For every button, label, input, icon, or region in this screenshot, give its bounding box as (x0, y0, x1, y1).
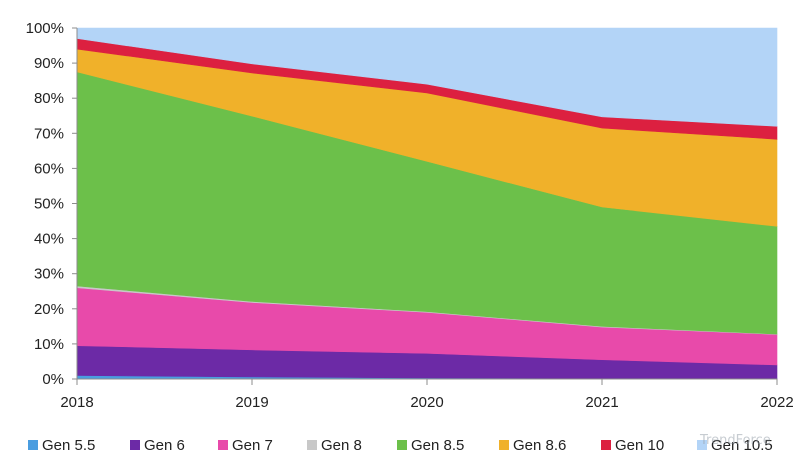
legend-swatch (601, 440, 611, 450)
legend-swatch (307, 440, 317, 450)
legend-label: Gen 8.5 (411, 437, 464, 454)
y-tick-label: 60% (34, 160, 64, 177)
y-tick-label: 0% (42, 371, 64, 388)
x-tick-label: 2020 (410, 394, 443, 411)
y-tick-label: 70% (34, 125, 64, 142)
legend-label: Gen 10 (615, 437, 664, 454)
y-tick-label: 90% (34, 55, 64, 72)
watermark-text: TrendForce (699, 433, 771, 448)
y-tick-label: 40% (34, 231, 64, 248)
legend-swatch (397, 440, 407, 450)
y-tick-label: 10% (34, 336, 64, 353)
x-tick-label: 2019 (235, 394, 268, 411)
legend-swatch (28, 440, 38, 450)
y-tick-label: 30% (34, 266, 64, 283)
y-tick-labels: 0% 10% 20% 30% 40% 50% 60% 70% 80% 90% 100% (26, 20, 77, 388)
legend-swatch (218, 440, 228, 450)
area-series-group (76, 27, 778, 380)
legend: Gen 5.5 Gen 6 Gen 7 Gen 8 Gen 8.5 Gen 8.6 Gen … (28, 437, 773, 454)
y-tick-label: 100% (26, 20, 64, 37)
y-tick-label: 80% (34, 90, 64, 107)
y-tick-label: 20% (34, 301, 64, 318)
legend-label: Gen 8 (321, 437, 362, 454)
area-gen-10-5 (76, 27, 778, 127)
x-tick-label: 2022 (760, 394, 793, 411)
legend-label: Gen 6 (144, 437, 185, 454)
legend-label: Gen 10.5 (711, 437, 773, 454)
x-tick-label: 2018 (60, 394, 93, 411)
x-tick-label: 2021 (585, 394, 618, 411)
legend-swatch (499, 440, 509, 450)
legend-swatch (130, 440, 140, 450)
legend-label: Gen 8.6 (513, 437, 566, 454)
legend-label: Gen 5.5 (42, 437, 95, 454)
legend-swatch (697, 440, 707, 450)
x-tick-labels: 2018 2019 2020 2021 2022 (60, 379, 794, 411)
y-tick-label: 50% (34, 196, 64, 213)
legend-label: Gen 7 (232, 437, 273, 454)
